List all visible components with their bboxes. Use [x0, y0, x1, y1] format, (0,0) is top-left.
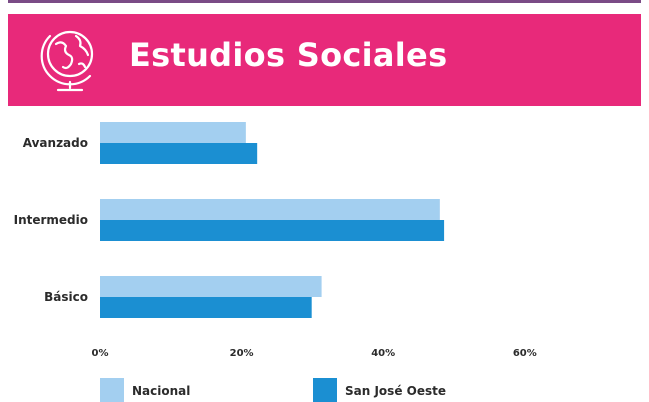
globe-icon — [40, 30, 94, 92]
category-label: Básico — [44, 290, 88, 304]
x-tick-label: 20% — [230, 348, 254, 359]
subject-banner: Estudios Sociales — [8, 14, 641, 106]
legend-label: San José Oeste — [345, 384, 446, 398]
bar-nacional — [100, 276, 322, 297]
category-label: Intermedio — [14, 213, 88, 227]
legend-label: Nacional — [132, 384, 190, 398]
category-label: Avanzado — [23, 136, 88, 150]
bar-san-jose-oeste — [100, 143, 258, 164]
legend-swatch-nacional — [100, 378, 124, 402]
x-tick-label: 60% — [513, 348, 537, 359]
bar-nacional — [100, 199, 440, 220]
x-tick-label: 0% — [92, 348, 109, 359]
x-tick-label: 40% — [371, 348, 395, 359]
bar-san-jose-oeste — [100, 297, 312, 318]
bar-san-jose-oeste — [100, 220, 445, 241]
page-title: Estudios Sociales — [129, 36, 448, 74]
bar-nacional — [100, 122, 246, 143]
top-divider — [8, 0, 641, 3]
legend-swatch-san-jose-oeste — [313, 378, 337, 402]
bar-chart: Avanzado Intermedio Básico 0% 20% 40% 60% Nacio… — [14, 122, 537, 402]
